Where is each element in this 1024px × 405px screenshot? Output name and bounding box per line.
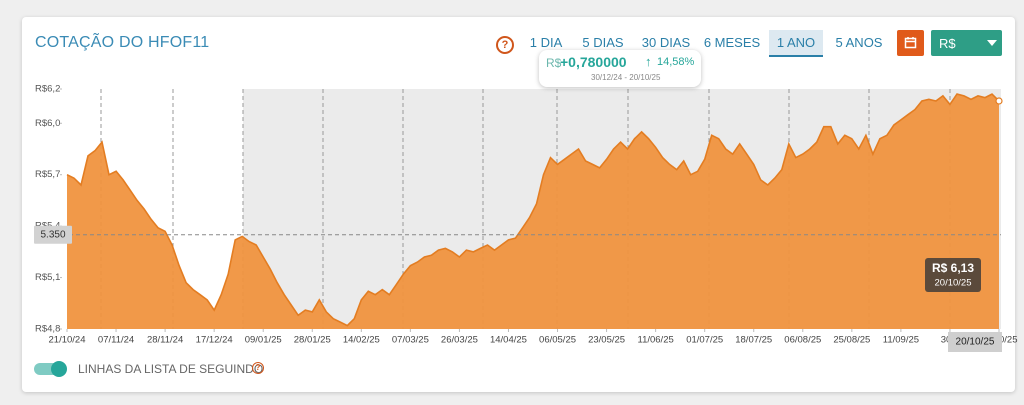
x-tick-label: 28/11/24 (147, 335, 183, 346)
tooltip-percent: 14,58% (657, 56, 695, 68)
x-tick-label: 14/02/25 (343, 335, 380, 346)
period-button[interactable]: 1 ANO (769, 30, 823, 57)
x-tick-label: 23/05/25 (588, 335, 625, 346)
line (66, 93, 1000, 327)
title: COTAÇÃO DO HFOF11 (35, 34, 210, 51)
x-tick-label: 26/03/25 (441, 335, 478, 346)
y-tick-label: R$6,0 (35, 118, 60, 129)
x-tick-label: 06/08/25 (784, 335, 821, 346)
period-button[interactable]: 5 DIAS (582, 35, 624, 50)
y-tick-label: R$5,1 (35, 272, 60, 283)
currency-label: R$ (939, 36, 956, 51)
x-tick-label: 17/12/24 (196, 335, 233, 346)
y-tick-label: R$5,7 (35, 169, 60, 180)
crosshair-label: 5.350 (40, 229, 65, 240)
point-label-date: 20/10/25 (935, 278, 972, 289)
end-point (995, 97, 1003, 105)
x-tick-label: 28/01/25 (294, 335, 331, 346)
toggle[interactable] (33, 360, 69, 378)
x-highlight-box (948, 332, 1002, 352)
x-tick-label: 11/09/25 (883, 335, 919, 346)
x-tick-label: 11/06/25 (637, 335, 673, 346)
x-tick-label: 09/01/25 (245, 335, 282, 346)
tooltip-currency: R$ (546, 56, 562, 70)
x-tick-label: 14/04/25 (490, 335, 527, 346)
y-tick-label: R$4,8 (35, 324, 60, 335)
period-button[interactable]: 5 ANOS (835, 35, 883, 50)
period-button[interactable]: 30 DIAS (641, 35, 691, 50)
help-icon[interactable]: ? (252, 362, 264, 374)
currency-dropdown[interactable]: R$ (931, 30, 1002, 56)
crosshair-label-box (34, 225, 72, 244)
help-icon[interactable]: ? (496, 36, 514, 54)
point-label-box (925, 258, 981, 292)
x-tick-label: 25/08/25 (833, 335, 870, 346)
calendar-icon (904, 37, 917, 49)
tooltip-arrow: ↑ (645, 54, 652, 69)
point-label: R$ 6,13 (932, 261, 974, 275)
y-tick-label: R$6,2 (35, 84, 60, 95)
x-tick-label: 21/10/24 (49, 335, 86, 346)
tooltip-range: 30/12/24 - 20/10/25 (591, 73, 661, 82)
x-tick-label: 07/03/25 (392, 335, 429, 346)
caret (987, 40, 997, 46)
variation-tooltip: R$ +0,780000 ↑ 14,58% 30/12/24 - 20/10/2… (539, 50, 701, 87)
toggle-knob (51, 361, 67, 377)
x-highlight-label: 20/10/25 (956, 337, 995, 348)
tooltip-change: +0,780000 (560, 54, 627, 70)
toggle-label: LINHAS DA LISTA DE SEGUINDO (78, 362, 264, 376)
period-button[interactable]: 1 DIA (529, 35, 563, 50)
x-tick-label: 06/05/25 (539, 335, 576, 346)
x-tick-label: 01/07/25 (686, 335, 723, 346)
x-tick-label: 07/11/24 (98, 335, 134, 346)
period-button[interactable]: 6 MESES (703, 35, 761, 50)
calendar-button[interactable] (897, 30, 924, 56)
x-tick-label: 18/07/25 (735, 335, 772, 346)
